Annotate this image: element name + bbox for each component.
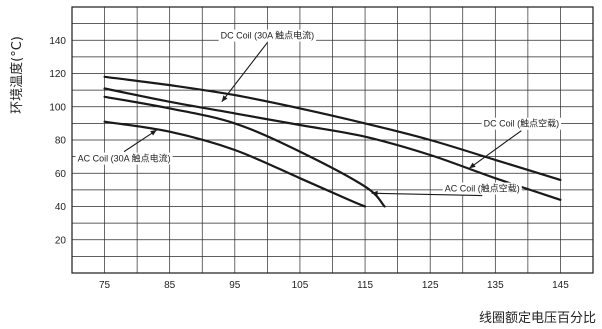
annotations: DC Coil (30A 触点电流) DC Coil (触点空载) AC Coil … bbox=[75, 29, 562, 197]
series-line-3 bbox=[103, 120, 367, 208]
annotation-arrowhead bbox=[371, 190, 378, 196]
y-tick-labels: 20 40 60 80 100 120 140 bbox=[49, 36, 66, 247]
y-axis-label: 环境温度(°C) bbox=[9, 36, 25, 114]
x-tick-label: 75 bbox=[99, 280, 111, 291]
annotation-leader-line bbox=[123, 129, 157, 153]
annotation-arrowhead bbox=[469, 162, 476, 169]
y-tick-label: 40 bbox=[55, 202, 67, 213]
series-line-2 bbox=[103, 95, 386, 208]
y-tick-label: 60 bbox=[55, 169, 67, 180]
annotation-arrowhead bbox=[150, 130, 157, 136]
series-lines bbox=[103, 75, 562, 208]
annotation-label-bg bbox=[442, 182, 522, 195]
annotation-leader-line bbox=[221, 42, 268, 103]
series-line-1 bbox=[103, 87, 562, 201]
annotation-label: DC Coil (30A 触点电流) bbox=[221, 30, 315, 41]
x-axis-label: 线圈额定电压百分比 bbox=[479, 311, 596, 326]
y-tick-label: 120 bbox=[49, 69, 66, 80]
x-tick-label: 115 bbox=[357, 280, 373, 291]
x-tick-label: 125 bbox=[422, 280, 439, 291]
annotation-leader-line bbox=[371, 192, 483, 197]
annotation-label: AC Coil (30A 触点电流) bbox=[78, 153, 171, 164]
plot-frame bbox=[71, 6, 594, 274]
x-tick-labels: 75 85 95 105 115 125 135 145 bbox=[99, 280, 569, 291]
y-tick-label: 80 bbox=[55, 136, 67, 147]
y-tick-label: 140 bbox=[49, 36, 66, 47]
x-tick-label: 85 bbox=[164, 280, 176, 291]
annotation-label-bg bbox=[481, 117, 562, 130]
x-tick-label: 95 bbox=[229, 280, 241, 291]
annotation-label-bg bbox=[218, 29, 317, 42]
annotation-label-bg bbox=[75, 152, 173, 165]
series-line-0 bbox=[103, 75, 562, 181]
x-tick-label: 135 bbox=[487, 280, 504, 291]
x-tick-label: 105 bbox=[292, 280, 309, 291]
y-tick-label: 100 bbox=[49, 102, 66, 113]
grid-lines bbox=[72, 7, 593, 273]
annotation-label: AC Coil (触点空载) bbox=[445, 183, 520, 194]
x-tick-label: 145 bbox=[552, 280, 569, 291]
y-tick-label: 20 bbox=[55, 235, 67, 246]
annotation-arrowhead bbox=[221, 95, 228, 102]
annotation-label: DC Coil (触点空载) bbox=[484, 118, 560, 129]
annotation-leader-line bbox=[468, 130, 522, 169]
